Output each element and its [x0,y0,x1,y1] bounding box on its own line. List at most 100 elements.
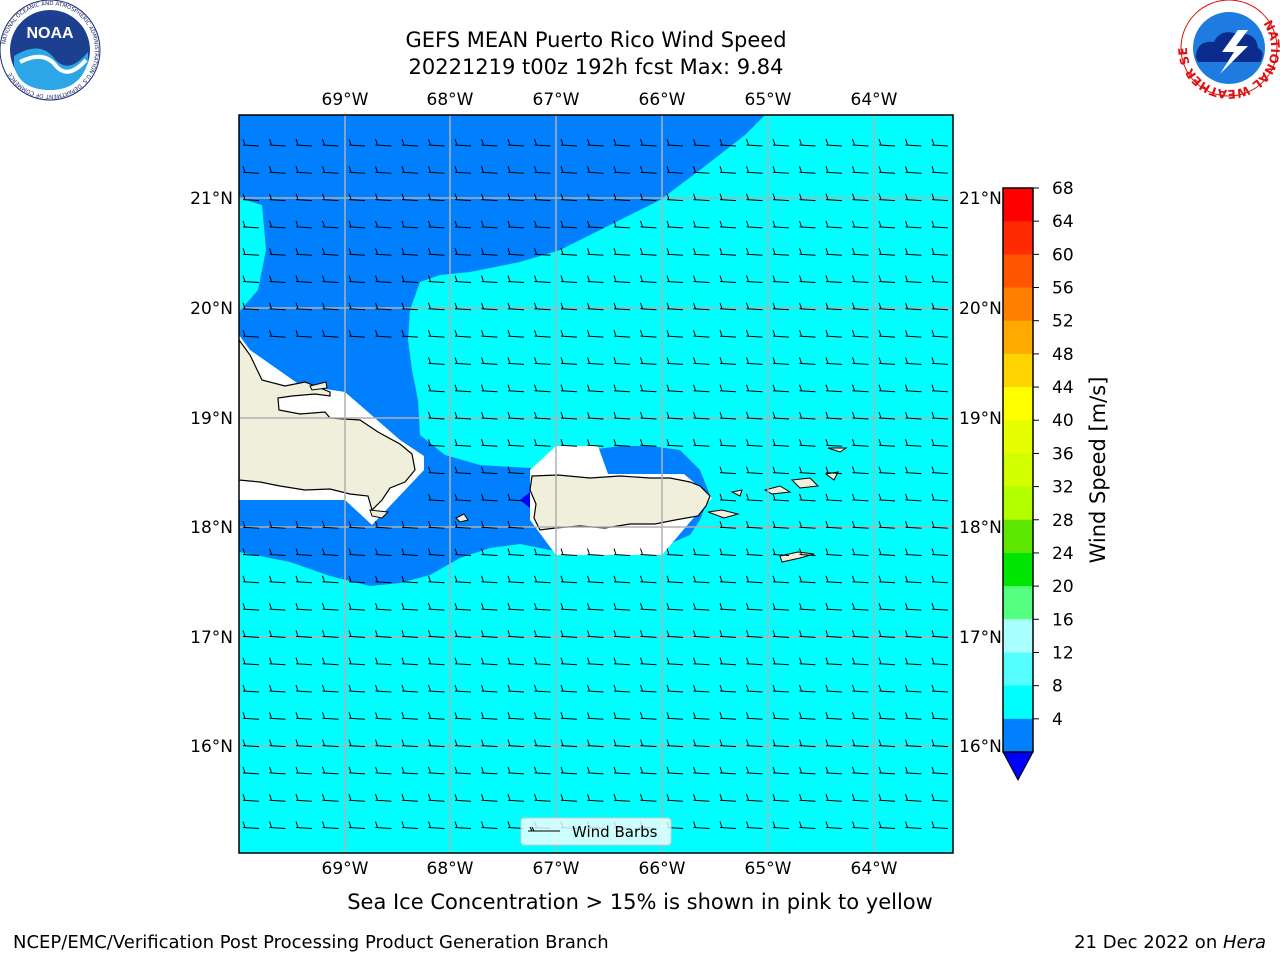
wind-barb [560,739,578,748]
wind-barb [481,138,498,147]
wind-barb [746,821,763,829]
wind-barb [613,794,631,802]
wind-barb [719,166,737,174]
wind-barb [719,193,737,202]
wind-barb [905,275,922,283]
wind-barb [534,275,551,283]
wind-barb [799,411,816,420]
wind-barb [295,521,313,529]
wind-barb [322,821,339,829]
colorbar-tick-label: 64 [1052,212,1074,232]
wind-barb [481,220,498,229]
wind-barb [799,712,816,720]
wind-barb [693,630,710,638]
wind-barb [799,329,816,338]
wind-barb [322,766,339,775]
wind-barb [746,357,763,365]
wind-barb [746,384,763,393]
lon-label-bottom: 65°W [745,859,792,879]
wind-barb [852,357,869,365]
wind-barb [481,384,498,393]
wind-barb [825,493,843,502]
wind-barb [454,357,472,365]
wind-barb [295,712,313,720]
wind-barb [905,739,922,748]
wind-barb [481,575,498,584]
wind-barb [295,166,313,174]
wind-barb [693,602,710,611]
wind-barb [507,193,525,202]
wind-barb [322,712,339,720]
wind-barb [772,138,790,147]
map-frame [238,114,954,854]
wind-barb [348,766,366,775]
wind-barb [401,794,419,802]
lon-label-top: 64°W [851,90,898,110]
wind-barb [746,466,763,475]
wind-barb [560,166,578,174]
wind-barb [375,794,392,802]
lon-label-bottom: 68°W [427,859,474,879]
wind-barb [375,248,392,256]
wind-barb [746,138,763,147]
wind-barb [693,411,710,420]
wind-barb [905,302,922,311]
wind-barb [746,220,763,229]
wind-barb [772,821,790,829]
wind-barb [454,220,472,229]
wind-barb [507,548,525,556]
wind-barb [560,548,578,556]
wind-barb [401,329,419,338]
wind-barb [242,657,260,666]
wind-barb [852,384,869,393]
wind-barb [454,138,472,147]
wind-barb [772,166,790,174]
wind-barb [613,193,631,202]
wind-barb [640,166,657,174]
lat-label-right: 18°N [959,518,1002,538]
wind-barb [348,739,366,748]
wind-barb [719,220,737,229]
wind-barb [640,329,657,338]
wind-barb [269,684,286,693]
wind-barb [719,630,737,638]
wind-barb [931,193,949,202]
wind-barb [534,220,551,229]
wind-barb [348,602,366,611]
wind-barb [799,521,816,529]
wind-barb [852,630,869,638]
wind-barb [481,739,498,748]
wind-barb [454,739,472,748]
wind-barb [693,766,710,775]
wind-barb [852,548,869,556]
wind-barb [454,794,472,802]
wind-barb [560,220,578,229]
wind-barb [587,548,604,556]
wind-barb [269,739,286,748]
wind-barb [295,794,313,802]
wind-barb [772,275,790,283]
noaa-logo-text: NOAA [26,25,74,42]
wind-barb [348,302,366,311]
wind-barb [242,166,260,174]
wind-barb [269,794,286,802]
wind-barb [746,794,763,802]
wind-barb [295,302,313,311]
wind-barb [746,302,763,311]
colorbar-tick-label: 28 [1052,511,1074,531]
wind-barb [799,630,816,638]
wind-barb [825,220,843,229]
wind-barb [852,193,869,202]
wind-barb [560,329,578,338]
wind-barb [852,466,869,475]
wind-barb [560,766,578,775]
wind-barb [560,630,578,638]
lat-label-right: 16°N [959,737,1002,757]
wind-barb [878,821,896,829]
wind-barb [481,766,498,775]
noaa-logo: NOAA NATIONAL OCEANIC AND ATMOSPHERIC AD… [0,0,101,101]
wind-barb [481,657,498,666]
wind-barb [613,138,631,147]
wind-barb [348,712,366,720]
wind-barb [322,248,339,256]
